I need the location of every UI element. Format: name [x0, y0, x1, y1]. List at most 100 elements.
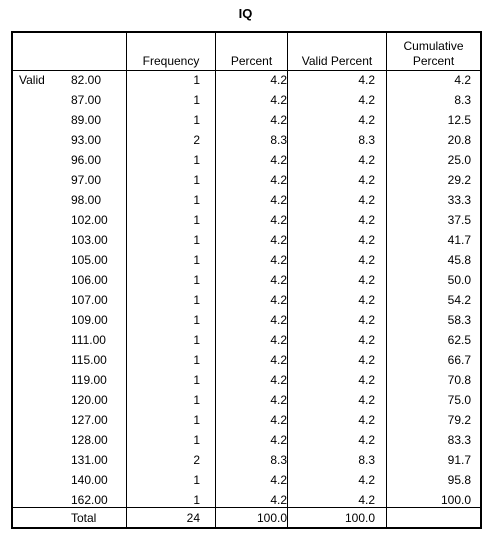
header-cumulative-line1: Cumulative: [403, 39, 464, 53]
valid-percent-cell: 4.2: [358, 293, 375, 307]
percent-cell: 4.2: [270, 73, 287, 87]
header-frequency: Frequency: [142, 54, 200, 68]
cumulative-percent-cell: 33.3: [447, 193, 471, 207]
frequency-cell: 1: [193, 273, 200, 287]
frequency-cell: 1: [193, 213, 200, 227]
frequency-table: Frequency Percent Valid Percent Cumulati…: [11, 31, 482, 529]
cumulative-percent-cell: 50.0: [447, 273, 471, 287]
valid-percent-cell: 4.2: [358, 153, 375, 167]
cumulative-percent-cell: 25.0: [447, 153, 471, 167]
frequency-cell: 1: [193, 373, 200, 387]
percent-cell: 4.2: [270, 413, 287, 427]
iq-value: 109.00: [71, 313, 108, 327]
table-row: 97.00 1 4.2 4.2 29.2: [13, 170, 480, 190]
valid-percent-cell: 4.2: [358, 393, 375, 407]
iq-value: 96.00: [71, 153, 102, 167]
table-row: 119.00 1 4.2 4.2 70.8: [13, 370, 480, 390]
percent-cell: 4.2: [270, 333, 287, 347]
valid-percent-cell: 4.2: [358, 413, 375, 427]
frequency-cell: 1: [193, 193, 200, 207]
percent-cell: 4.2: [270, 233, 287, 247]
header-valid-percent: Valid Percent: [301, 54, 373, 68]
iq-value: 105.00: [71, 253, 108, 267]
table-row: Valid 82.00 1 4.2 4.2 4.2: [13, 70, 480, 90]
header-cumulative-percent: Cumulative Percent: [387, 33, 480, 70]
frequency-cell: 1: [193, 113, 200, 127]
frequency-cell: 1: [193, 253, 200, 267]
total-percent: 100.0: [256, 511, 287, 525]
cumulative-percent-cell: 95.8: [447, 473, 471, 487]
table-row: 102.00 1 4.2 4.2 37.5: [13, 210, 480, 230]
valid-percent-cell: 4.2: [358, 353, 375, 367]
valid-percent-cell: 4.2: [358, 493, 375, 507]
table-row: 87.00 1 4.2 4.2 8.3: [13, 90, 480, 110]
cumulative-percent-cell: 79.2: [447, 413, 471, 427]
frequency-cell: 1: [193, 313, 200, 327]
valid-percent-cell: 4.2: [358, 193, 375, 207]
valid-percent-cell: 4.2: [358, 333, 375, 347]
percent-cell: 4.2: [270, 253, 287, 267]
percent-cell: 8.3: [270, 133, 287, 147]
cumulative-percent-cell: 83.3: [447, 433, 471, 447]
percent-cell: 4.2: [270, 393, 287, 407]
cumulative-percent-cell: 62.5: [447, 333, 471, 347]
valid-percent-cell: 4.2: [358, 233, 375, 247]
percent-cell: 4.2: [270, 213, 287, 227]
table-header: Frequency Percent Valid Percent Cumulati…: [13, 33, 480, 71]
iq-value: 106.00: [71, 273, 108, 287]
frequency-cell: 2: [193, 133, 200, 147]
table-row: 115.00 1 4.2 4.2 66.7: [13, 350, 480, 370]
frequency-cell: 1: [193, 353, 200, 367]
valid-percent-cell: 4.2: [358, 273, 375, 287]
valid-percent-cell: 4.2: [358, 373, 375, 387]
table-row: 106.00 1 4.2 4.2 50.0: [13, 270, 480, 290]
cumulative-percent-cell: 75.0: [447, 393, 471, 407]
frequency-cell: 1: [193, 333, 200, 347]
percent-cell: 4.2: [270, 153, 287, 167]
iq-value: 107.00: [71, 293, 108, 307]
iq-value: 111.00: [71, 333, 106, 347]
percent-cell: 4.2: [270, 273, 287, 287]
valid-percent-cell: 4.2: [358, 213, 375, 227]
frequency-cell: 1: [193, 73, 200, 87]
iq-value: 82.00: [71, 73, 102, 87]
table-row: 111.00 1 4.2 4.2 62.5: [13, 330, 480, 350]
percent-cell: 4.2: [270, 173, 287, 187]
percent-cell: 4.2: [270, 313, 287, 327]
table-row: 120.00 1 4.2 4.2 75.0: [13, 390, 480, 410]
frequency-cell: 1: [193, 393, 200, 407]
iq-value: 115.00: [71, 353, 107, 367]
valid-percent-cell: 4.2: [358, 173, 375, 187]
iq-value: 128.00: [71, 433, 108, 447]
iq-value: 102.00: [71, 213, 108, 227]
valid-percent-cell: 4.2: [358, 73, 375, 87]
valid-percent-cell: 4.2: [358, 473, 375, 487]
iq-value: 89.00: [71, 113, 102, 127]
table-row: 96.00 1 4.2 4.2 25.0: [13, 150, 480, 170]
cumulative-percent-cell: 45.8: [447, 253, 471, 267]
frequency-cell: 1: [193, 233, 200, 247]
column-divider: [386, 33, 387, 527]
table-row: 162.00 1 4.2 4.2 100.0: [13, 490, 480, 510]
percent-cell: 4.2: [270, 193, 287, 207]
cumulative-percent-cell: 4.2: [454, 73, 471, 87]
percent-cell: 4.2: [270, 93, 287, 107]
iq-value: 119.00: [71, 373, 107, 387]
valid-percent-cell: 4.2: [358, 433, 375, 447]
iq-value: 93.00: [71, 133, 102, 147]
iq-value: 98.00: [71, 193, 102, 207]
iq-value: 87.00: [71, 93, 102, 107]
table-row: 93.00 2 8.3 8.3 20.8: [13, 130, 480, 150]
frequency-cell: 1: [193, 93, 200, 107]
table-row: 107.00 1 4.2 4.2 54.2: [13, 290, 480, 310]
valid-percent-cell: 4.2: [358, 113, 375, 127]
total-frequency: 24: [186, 511, 200, 525]
percent-cell: 4.2: [270, 113, 287, 127]
cumulative-percent-cell: 70.8: [447, 373, 471, 387]
percent-cell: 4.2: [270, 353, 287, 367]
valid-percent-cell: 8.3: [358, 453, 375, 467]
iq-value: 120.00: [71, 393, 108, 407]
header-cumulative-line2: Percent: [412, 54, 455, 68]
table-row: 98.00 1 4.2 4.2 33.3: [13, 190, 480, 210]
valid-percent-cell: 4.2: [358, 313, 375, 327]
